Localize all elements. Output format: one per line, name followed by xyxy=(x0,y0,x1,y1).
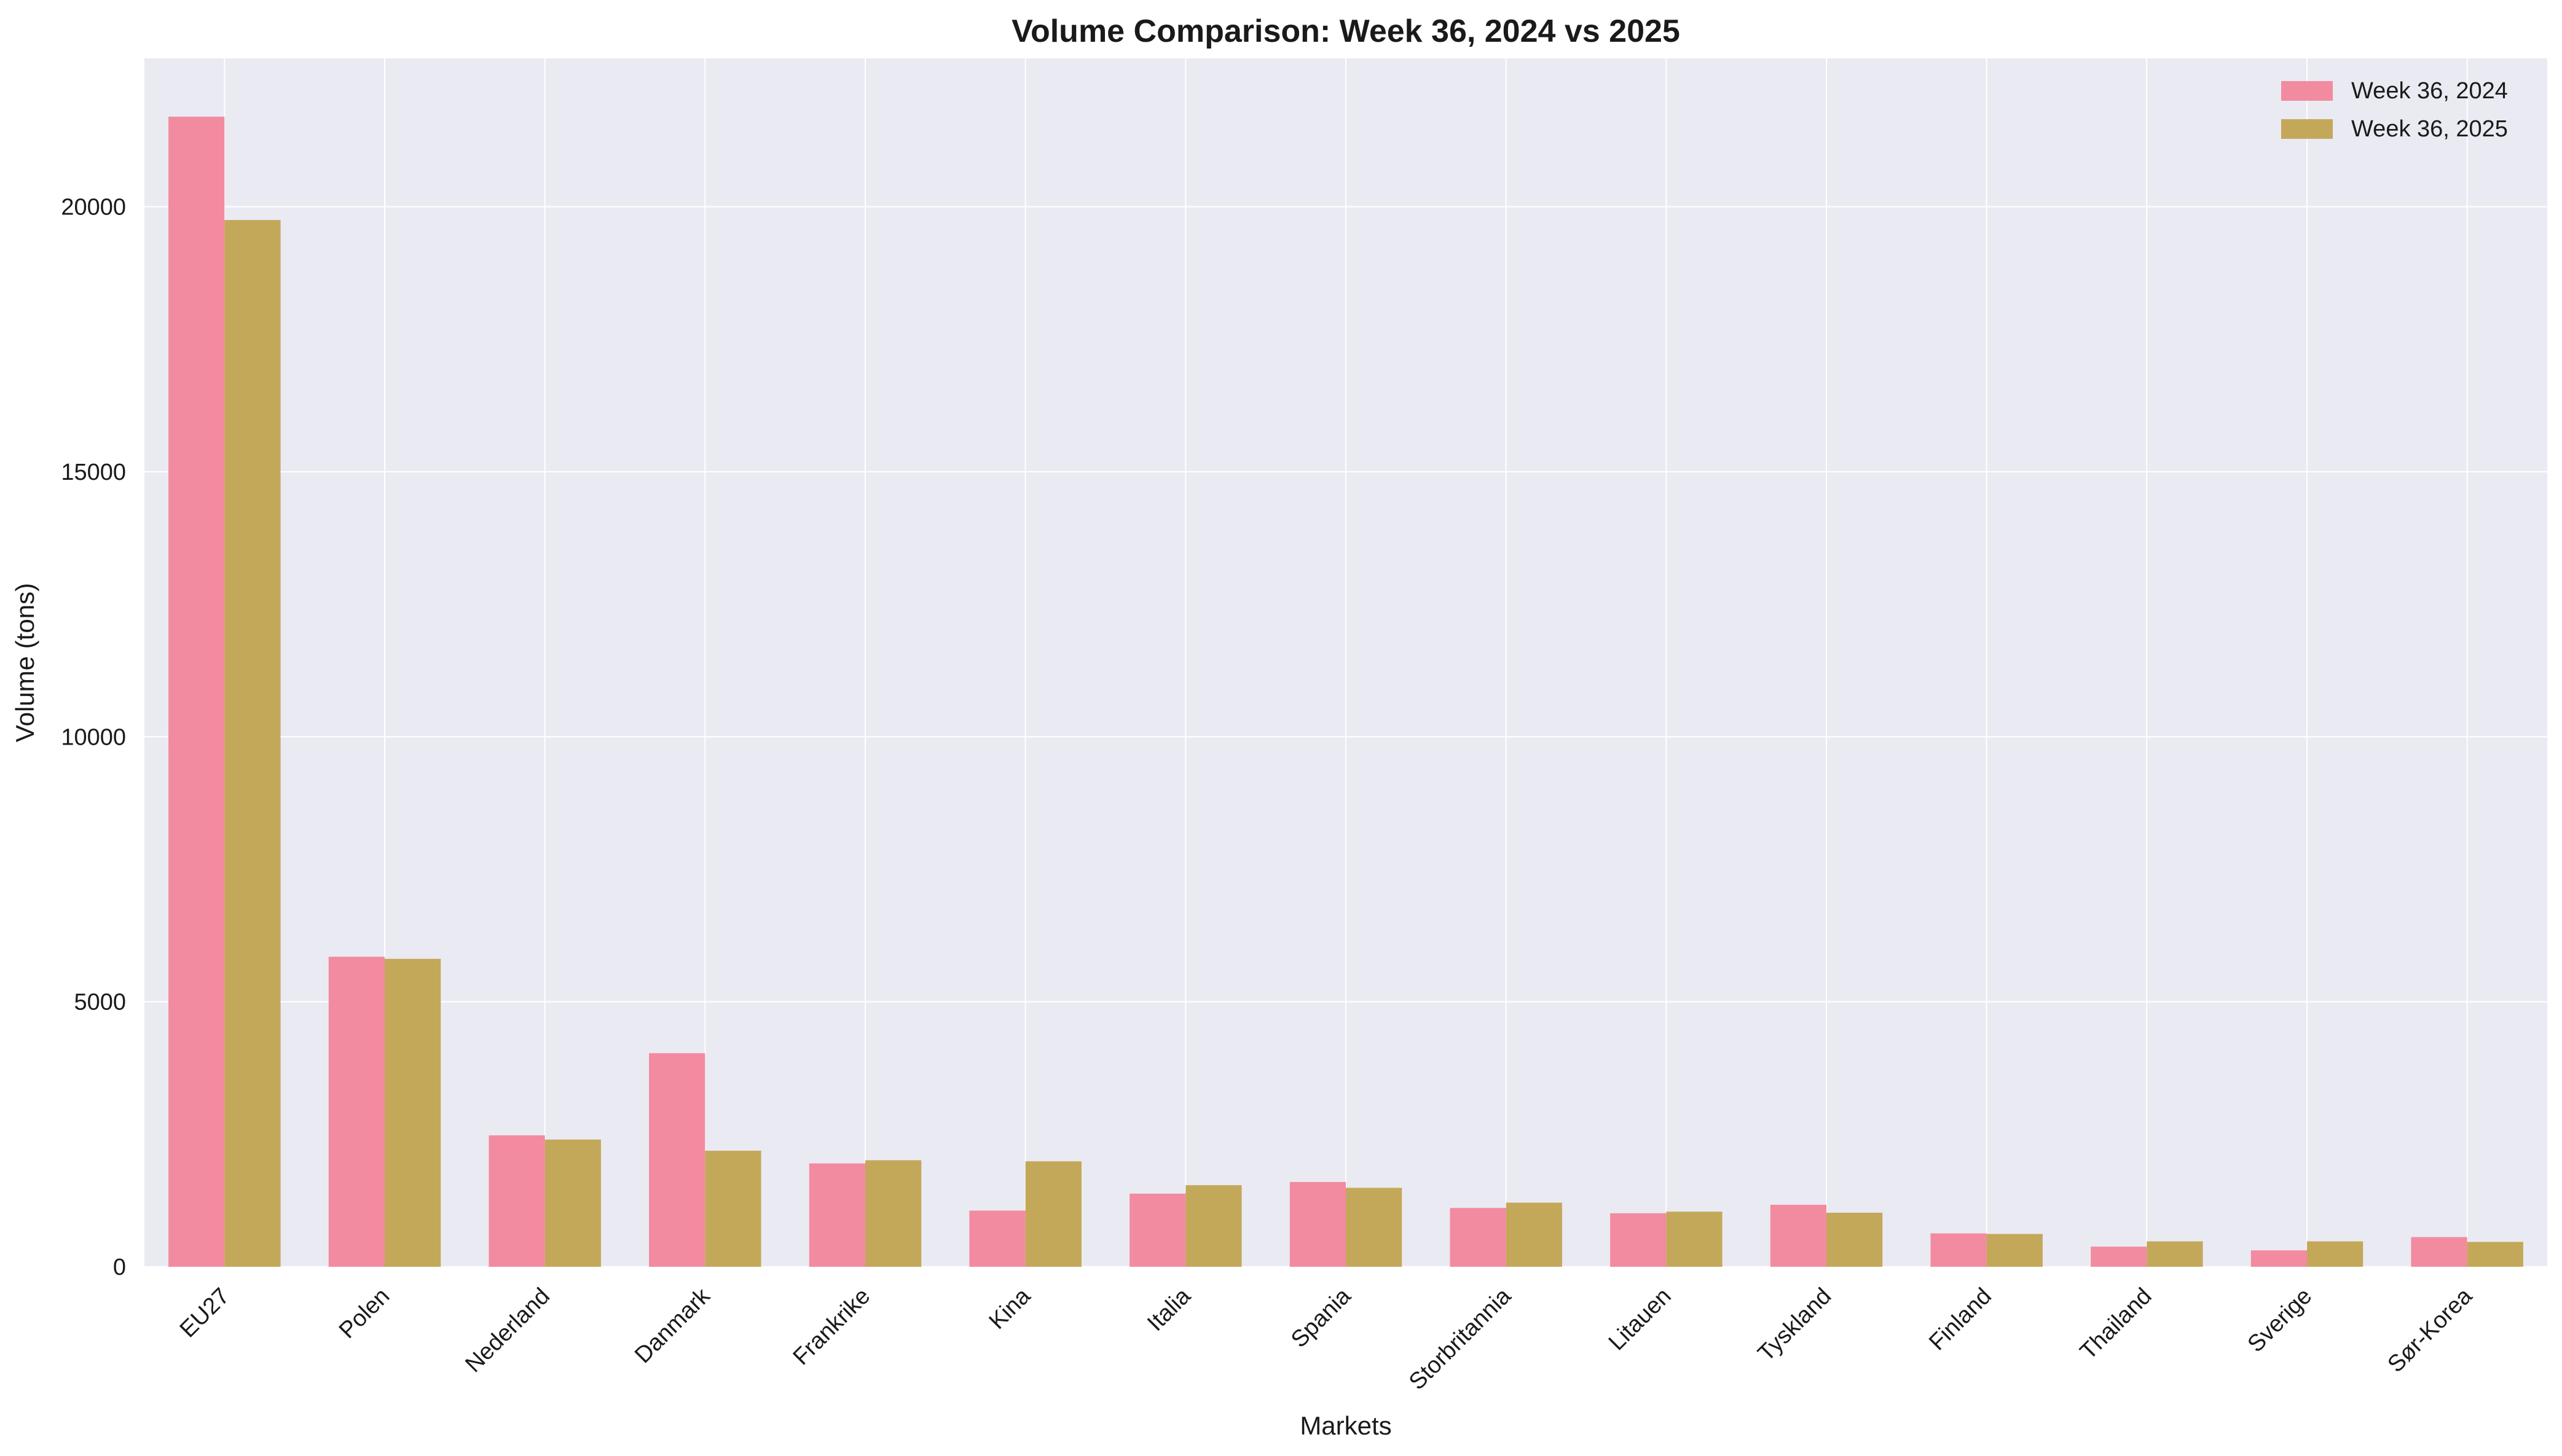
y-axis-label: Volume (tons) xyxy=(10,583,39,742)
bar-2024 xyxy=(489,1135,545,1267)
x-tick-label: Sør-Korea xyxy=(2383,1283,2477,1377)
bar-2025 xyxy=(1346,1188,1402,1267)
bar-2024 xyxy=(2091,1247,2147,1267)
chart-title: Volume Comparison: Week 36, 2024 vs 2025 xyxy=(1012,14,1680,49)
x-tick-label: Frankrike xyxy=(788,1283,876,1371)
bar-2025 xyxy=(2467,1242,2523,1267)
x-tick-label: Spania xyxy=(1286,1283,1356,1353)
x-tick-label: Finland xyxy=(1924,1283,1997,1356)
legend-label: Week 36, 2024 xyxy=(2351,78,2508,104)
bar-2025 xyxy=(1826,1213,1883,1267)
y-axis-ticks: 0 5000 10000 15000 20000 xyxy=(61,195,126,1280)
x-tick-label: Polen xyxy=(334,1283,395,1344)
x-axis-ticks: EU27 Polen Nederland Danmark Frankrike Kina It… xyxy=(175,1283,2478,1395)
bar-2024 xyxy=(1450,1208,1506,1267)
legend-swatch xyxy=(2281,81,2333,101)
x-tick-label: Nederland xyxy=(460,1283,555,1378)
bar-2024 xyxy=(1610,1213,1667,1267)
x-tick-label: Thailand xyxy=(2075,1283,2157,1365)
bars-group xyxy=(168,116,2523,1267)
bar-2024 xyxy=(328,957,385,1267)
bar-2024 xyxy=(1770,1205,1826,1267)
x-tick-label: Tyskland xyxy=(1753,1283,1837,1367)
bar-2024 xyxy=(969,1210,1026,1267)
x-tick-label: Kina xyxy=(984,1283,1036,1334)
y-tick-label: 20000 xyxy=(61,195,126,221)
bar-2024 xyxy=(649,1053,705,1267)
bar-2024 xyxy=(2411,1237,2467,1267)
bar-2024 xyxy=(809,1163,865,1267)
bar-2024 xyxy=(1289,1181,1346,1267)
bar-2025 xyxy=(705,1151,761,1267)
bar-2024 xyxy=(168,116,225,1267)
grid-lines xyxy=(144,58,2547,1267)
y-tick-label: 10000 xyxy=(61,724,126,750)
x-axis-label: Markets xyxy=(1300,1411,1391,1440)
bar-2024 xyxy=(1930,1233,1987,1267)
bar-2025 xyxy=(2307,1241,2364,1267)
bar-2024 xyxy=(2250,1250,2307,1267)
y-tick-label: 0 xyxy=(113,1254,126,1280)
bar-2025 xyxy=(544,1139,601,1267)
legend-label: Week 36, 2025 xyxy=(2351,116,2508,142)
y-tick-label: 15000 xyxy=(61,460,126,485)
bar-2025 xyxy=(2147,1241,2203,1267)
bar-2024 xyxy=(1130,1193,1186,1267)
bar-2025 xyxy=(1666,1211,1723,1267)
bar-2025 xyxy=(1185,1185,1242,1267)
legend-swatch xyxy=(2281,119,2333,139)
y-tick-label: 5000 xyxy=(74,990,126,1016)
x-tick-label: Sverige xyxy=(2243,1283,2317,1358)
x-tick-label: Danmark xyxy=(630,1283,715,1368)
bar-2025 xyxy=(865,1160,922,1267)
x-tick-label: Storbritannia xyxy=(1404,1283,1517,1395)
bar-2025 xyxy=(224,220,281,1267)
legend: Week 36, 2024 Week 36, 2025 xyxy=(2281,78,2508,142)
x-tick-label: EU27 xyxy=(175,1283,235,1343)
bar-2025 xyxy=(1986,1234,2043,1267)
bar-2025 xyxy=(1025,1161,1082,1267)
bar-2025 xyxy=(1506,1202,1562,1267)
x-tick-label: Litauen xyxy=(1604,1283,1676,1356)
bar-2025 xyxy=(385,958,441,1267)
x-tick-label: Italia xyxy=(1142,1283,1196,1336)
